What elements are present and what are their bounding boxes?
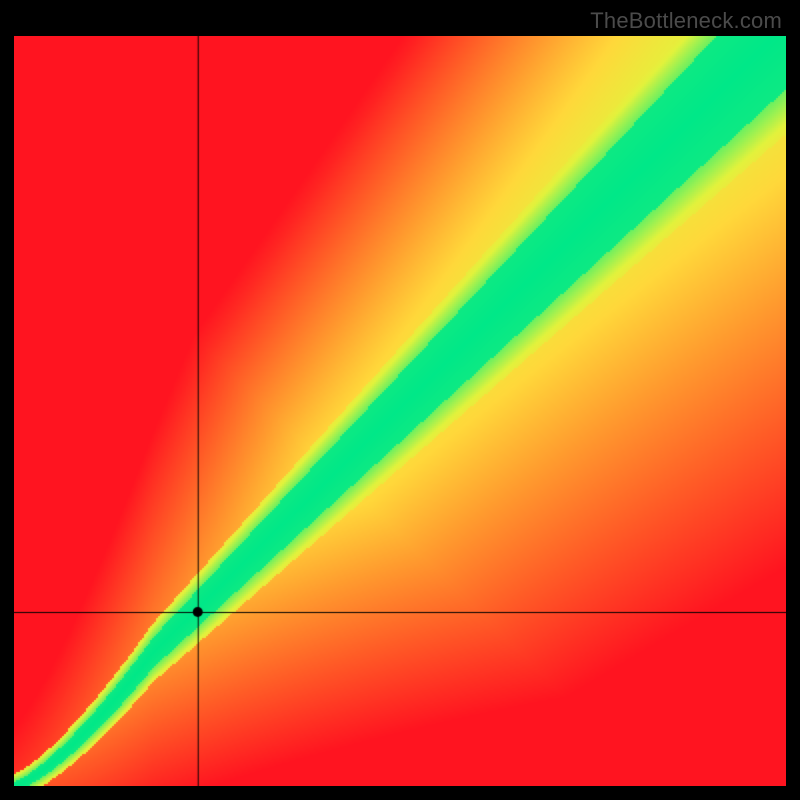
watermark-text: TheBottleneck.com xyxy=(590,8,782,34)
chart-frame: TheBottleneck.com xyxy=(0,0,800,800)
heatmap-canvas xyxy=(14,36,786,786)
plot-area xyxy=(14,36,786,786)
